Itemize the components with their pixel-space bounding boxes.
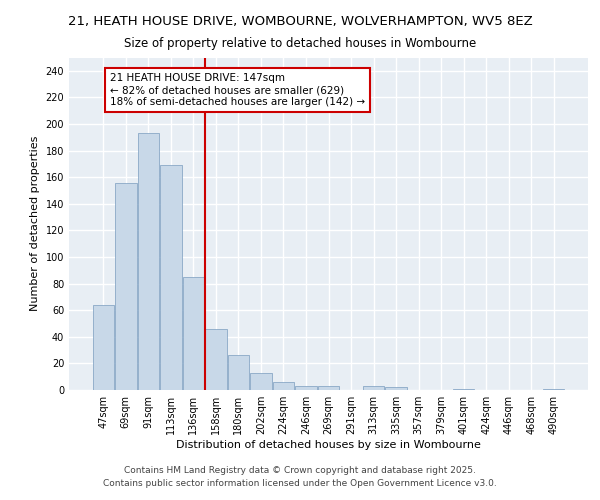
Bar	[137, 134, 159, 390]
Bar	[295, 386, 317, 390]
Text: Contains HM Land Registry data © Crown copyright and database right 2025.
Contai: Contains HM Land Registry data © Crown c…	[103, 466, 497, 487]
Text: 21 HEATH HOUSE DRIVE: 147sqm
← 82% of detached houses are smaller (629)
18% of s: 21 HEATH HOUSE DRIVE: 147sqm ← 82% of de…	[110, 74, 365, 106]
Bar	[205, 329, 227, 390]
Bar	[318, 386, 339, 390]
Bar	[363, 386, 384, 390]
Bar	[453, 388, 475, 390]
Bar	[385, 388, 407, 390]
Bar	[92, 305, 114, 390]
Bar	[543, 388, 565, 390]
Text: 21, HEATH HOUSE DRIVE, WOMBOURNE, WOLVERHAMPTON, WV5 8EZ: 21, HEATH HOUSE DRIVE, WOMBOURNE, WOLVER…	[68, 15, 532, 28]
Y-axis label: Number of detached properties: Number of detached properties	[30, 136, 40, 312]
Bar	[273, 382, 294, 390]
X-axis label: Distribution of detached houses by size in Wombourne: Distribution of detached houses by size …	[176, 440, 481, 450]
Bar	[182, 277, 204, 390]
Bar	[160, 165, 182, 390]
Text: Size of property relative to detached houses in Wombourne: Size of property relative to detached ho…	[124, 38, 476, 51]
Bar	[228, 356, 249, 390]
Bar	[250, 372, 272, 390]
Bar	[115, 182, 137, 390]
